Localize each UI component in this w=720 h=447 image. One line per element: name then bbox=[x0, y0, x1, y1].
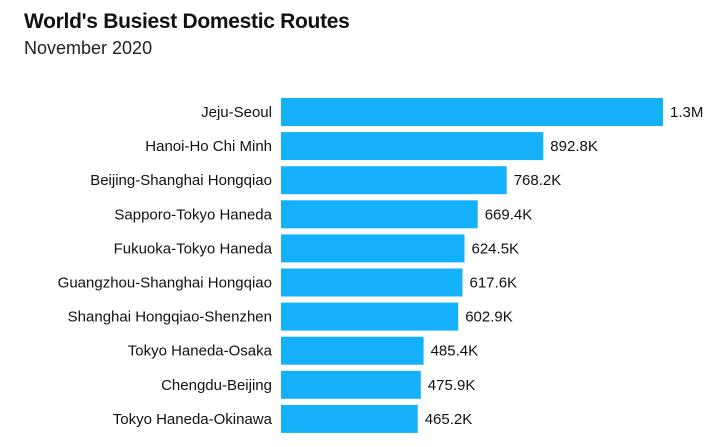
value-label: 485.4K bbox=[431, 343, 479, 360]
category-label: Sapporo-Tokyo Haneda bbox=[114, 206, 272, 223]
category-label: Hanoi-Ho Chi Minh bbox=[145, 138, 272, 155]
bar bbox=[281, 370, 421, 399]
value-label: 475.9K bbox=[428, 377, 476, 394]
category-label: Guangzhou-Shanghai Hongqiao bbox=[58, 275, 272, 292]
bar bbox=[281, 200, 478, 229]
category-label: Tokyo Haneda-Osaka bbox=[128, 343, 273, 360]
value-label: 617.6K bbox=[470, 275, 518, 292]
bar bbox=[281, 234, 465, 263]
category-label: Beijing-Shanghai Hongqiao bbox=[90, 172, 272, 189]
bar bbox=[281, 98, 663, 126]
value-label: 602.9K bbox=[465, 309, 513, 326]
category-label: Fukuoka-Tokyo Haneda bbox=[114, 240, 273, 257]
bar bbox=[281, 166, 507, 195]
value-label: 768.2K bbox=[514, 172, 562, 189]
bar bbox=[281, 336, 424, 365]
bar bbox=[281, 404, 418, 433]
bar bbox=[281, 268, 463, 297]
value-label: 624.5K bbox=[472, 240, 520, 257]
chart-title: World's Busiest Domestic Routes bbox=[24, 10, 350, 33]
category-label: Jeju-Seoul bbox=[201, 104, 272, 121]
category-label: Chengdu-Beijing bbox=[161, 377, 272, 394]
value-label: 1.3M bbox=[670, 104, 703, 121]
value-label: 465.2K bbox=[425, 411, 473, 428]
bar bbox=[281, 132, 544, 161]
bar bbox=[281, 302, 459, 331]
category-label: Tokyo Haneda-Okinawa bbox=[113, 411, 273, 428]
value-label: 892.8K bbox=[550, 138, 598, 155]
value-label: 669.4K bbox=[485, 206, 533, 223]
chart-subtitle: November 2020 bbox=[24, 38, 153, 58]
category-label: Shanghai Hongqiao-Shenzhen bbox=[68, 309, 272, 326]
